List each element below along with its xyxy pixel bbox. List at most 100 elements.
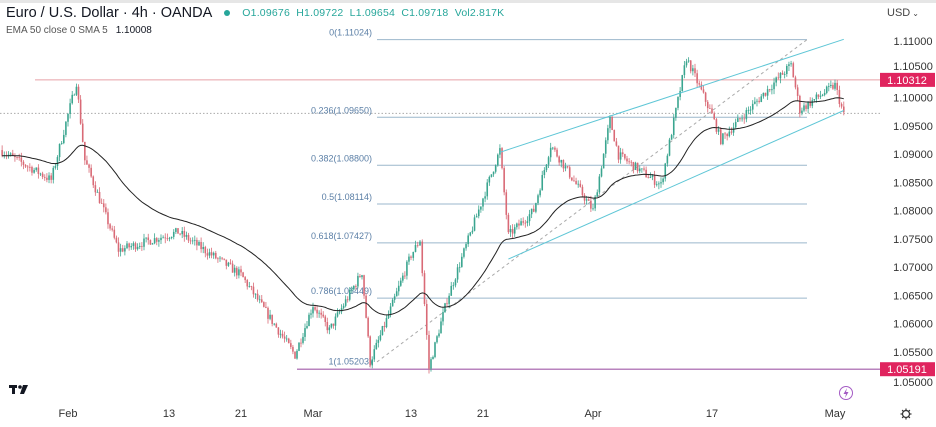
candle bbox=[423, 273, 426, 304]
candle bbox=[432, 356, 434, 360]
time-axis-label: 17 bbox=[706, 408, 718, 420]
candle bbox=[52, 167, 55, 180]
candle bbox=[334, 316, 337, 326]
candle bbox=[461, 256, 463, 267]
candle bbox=[577, 183, 579, 185]
candle bbox=[361, 275, 363, 278]
candle bbox=[768, 89, 771, 91]
gear-icon[interactable] bbox=[900, 408, 912, 420]
candle bbox=[511, 229, 514, 234]
candle bbox=[821, 94, 824, 96]
candle bbox=[134, 243, 137, 250]
candle bbox=[119, 248, 122, 252]
low-value: L1.09654 bbox=[349, 7, 396, 19]
candle bbox=[273, 323, 276, 325]
price-axis-label: 1.09500 bbox=[893, 121, 933, 133]
candle bbox=[204, 246, 207, 254]
candle bbox=[271, 314, 273, 324]
candle bbox=[391, 299, 394, 307]
candle bbox=[302, 336, 304, 343]
price-axis-label: 1.08500 bbox=[893, 177, 933, 189]
candle bbox=[719, 129, 722, 145]
candle bbox=[756, 100, 758, 102]
price-badge-label: 1.10312 bbox=[887, 75, 927, 87]
candle bbox=[585, 199, 588, 201]
candle bbox=[206, 253, 209, 256]
candle bbox=[162, 237, 164, 239]
candle bbox=[600, 168, 603, 177]
lightning-icon-circle bbox=[839, 386, 853, 400]
candle bbox=[7, 154, 10, 156]
candle bbox=[54, 165, 57, 168]
candle bbox=[346, 299, 349, 301]
candle bbox=[467, 235, 469, 245]
candle bbox=[842, 106, 845, 113]
candle bbox=[442, 312, 444, 322]
fibonacci-retracement: 0(1.11024) 0.236(1.09650) 0.382(1.08800) 0.… bbox=[311, 28, 807, 367]
candle bbox=[393, 296, 396, 300]
candle bbox=[65, 121, 67, 135]
candle bbox=[147, 237, 150, 241]
candle bbox=[668, 139, 671, 156]
lightning-icon[interactable] bbox=[839, 386, 853, 400]
candle bbox=[373, 349, 376, 360]
candle bbox=[440, 321, 442, 334]
candle bbox=[367, 317, 369, 337]
candle bbox=[781, 72, 784, 75]
candle bbox=[283, 336, 286, 339]
candle bbox=[277, 327, 280, 335]
candle bbox=[685, 61, 688, 66]
time-axis-label: 21 bbox=[477, 408, 489, 420]
candle bbox=[71, 94, 74, 104]
chevron-down-icon: ⌄ bbox=[912, 9, 919, 18]
symbol-title[interactable]: Euro / U.S. Dollar · 4h · OANDA bbox=[6, 5, 213, 21]
candle bbox=[666, 155, 669, 164]
ema-line bbox=[2, 97, 844, 316]
candle bbox=[298, 342, 300, 351]
candle bbox=[105, 207, 107, 213]
indicator-legend[interactable]: EMA 50 close 0 SMA 5 1.10008 bbox=[6, 25, 152, 36]
candle bbox=[227, 262, 230, 266]
candle bbox=[554, 147, 556, 150]
candle bbox=[704, 92, 707, 102]
candle bbox=[749, 109, 752, 111]
candle bbox=[39, 173, 42, 175]
candle bbox=[751, 103, 754, 110]
candle bbox=[128, 243, 130, 248]
candle bbox=[747, 109, 750, 111]
candle bbox=[285, 338, 288, 340]
candle bbox=[516, 223, 518, 228]
candle bbox=[702, 89, 705, 93]
candle bbox=[794, 77, 797, 88]
candle bbox=[344, 299, 347, 306]
candle bbox=[477, 209, 480, 217]
candle bbox=[73, 94, 76, 96]
time-axis-label: Apr bbox=[584, 408, 601, 420]
candle bbox=[181, 230, 183, 235]
time-axis-label: Feb bbox=[59, 408, 78, 420]
candle bbox=[543, 170, 546, 176]
price-axis-label: 1.10500 bbox=[893, 61, 933, 73]
candle bbox=[660, 182, 662, 184]
candle bbox=[326, 322, 329, 331]
candle bbox=[212, 252, 215, 256]
candle bbox=[338, 311, 341, 313]
candle bbox=[836, 82, 838, 90]
candle bbox=[287, 338, 290, 344]
candle bbox=[524, 222, 527, 224]
currency-selector[interactable]: USD ⌄ bbox=[887, 7, 919, 19]
high-value: H1.09722 bbox=[296, 7, 344, 19]
candle bbox=[22, 161, 25, 165]
candle bbox=[88, 164, 90, 168]
candle bbox=[788, 64, 790, 66]
candle bbox=[827, 86, 830, 87]
candle bbox=[1, 150, 3, 156]
candle bbox=[786, 65, 788, 74]
candle bbox=[628, 161, 630, 163]
candle bbox=[355, 285, 357, 287]
candle bbox=[573, 180, 575, 182]
candle bbox=[634, 162, 637, 171]
candle bbox=[322, 314, 325, 317]
